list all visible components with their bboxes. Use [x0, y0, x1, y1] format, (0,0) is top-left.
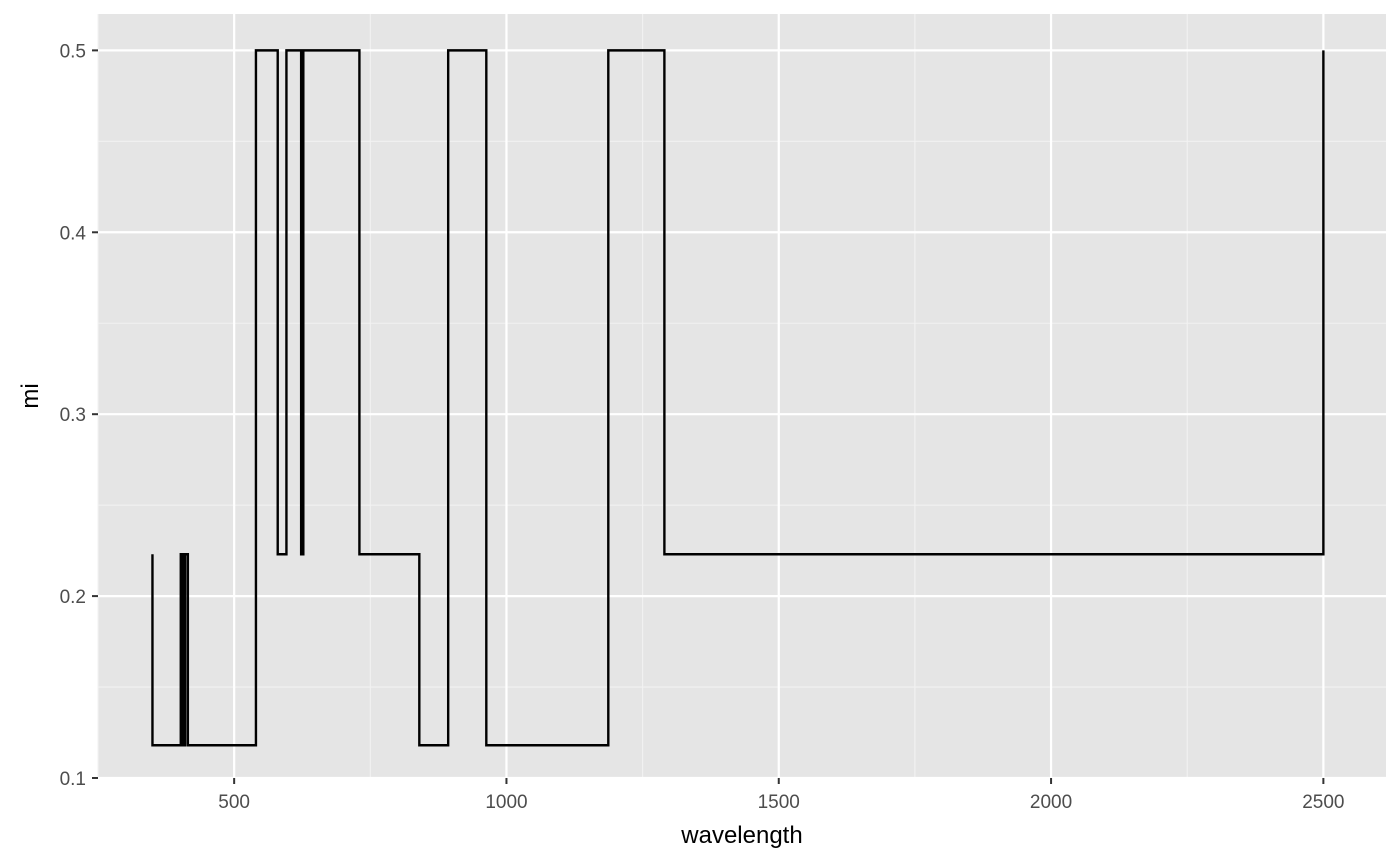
x-tick-label: 500 [218, 792, 250, 813]
series-line [151, 49, 1325, 747]
x-axis-ticks: 500 1000 1500 2000 2500 [218, 778, 1345, 813]
x-axis-title: wavelength [680, 822, 802, 849]
y-tick-label: 0.5 [60, 41, 86, 62]
x-tick-label: 2000 [1030, 792, 1072, 813]
x-tick-label: 1000 [485, 792, 527, 813]
y-tick-label: 0.3 [60, 405, 86, 426]
minor-gridlines-y [98, 140, 1386, 688]
y-tick-label: 0.2 [60, 587, 86, 608]
y-axis-ticks: 0.1 0.2 0.3 0.4 0.5 [60, 41, 98, 790]
plot-panel [98, 14, 1386, 778]
y-tick-label: 0.4 [60, 223, 87, 244]
y-tick-label: 0.1 [60, 769, 86, 790]
x-tick-label: 2500 [1302, 792, 1344, 813]
x-tick-label: 1500 [758, 792, 800, 813]
y-axis-title: mi [17, 383, 44, 408]
